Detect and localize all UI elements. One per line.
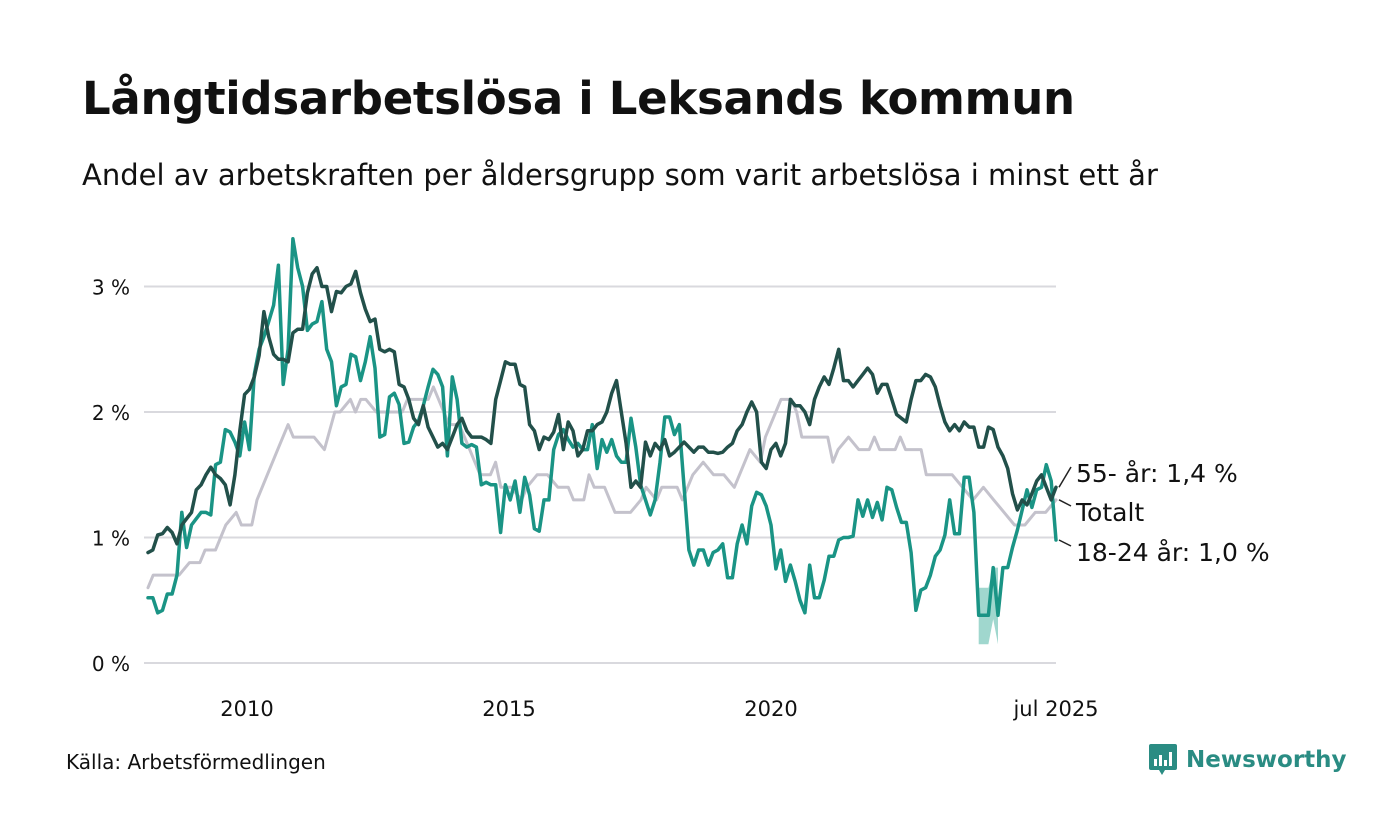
leader-line-s1824	[1058, 539, 1072, 547]
series-line-s1824	[146, 237, 1058, 618]
x-axis-ticks: 2010 2015 2020 jul 2025	[220, 697, 1098, 721]
grid-lines	[144, 285, 1056, 664]
series-line-s55	[146, 265, 1058, 555]
brand-logo: Newsworthy	[1148, 743, 1347, 777]
y-axis-ticks: 0 % 1 % 2 % 3 %	[92, 276, 130, 677]
x-tick-label: jul 2025	[1012, 697, 1098, 721]
series-label-s1824: 18-24 år: 1,0 %	[1076, 538, 1270, 567]
brand-name: Newsworthy	[1186, 747, 1347, 773]
series-label-total: Totalt	[1075, 498, 1144, 527]
x-tick-label: 2010	[220, 697, 273, 721]
series-label-s55: 55- år: 1,4 %	[1076, 459, 1238, 488]
y-tick-label: 1 %	[92, 527, 130, 551]
source-note: Källa: Arbetsförmedlingen	[66, 750, 326, 774]
series-line-total	[146, 385, 1058, 590]
x-tick-label: 2020	[744, 697, 797, 721]
x-tick-label: 2015	[482, 697, 535, 721]
y-tick-label: 3 %	[92, 276, 130, 300]
page-title: Långtidsarbetslösa i Leksands kommun	[82, 72, 1075, 125]
bar-chart-speech-bubble-icon	[1149, 744, 1177, 775]
y-tick-label: 0 %	[92, 652, 130, 676]
leader-line-s55	[1058, 466, 1072, 488]
series-lines	[146, 237, 1058, 645]
leader-line-total	[1058, 499, 1072, 507]
y-tick-label: 2 %	[92, 401, 130, 425]
series-end-labels: 55- år: 1,4 % Totalt 18-24 år: 1,0 %	[1058, 459, 1270, 567]
page-subtitle: Andel av arbetskraften per åldersgrupp s…	[82, 158, 1158, 192]
